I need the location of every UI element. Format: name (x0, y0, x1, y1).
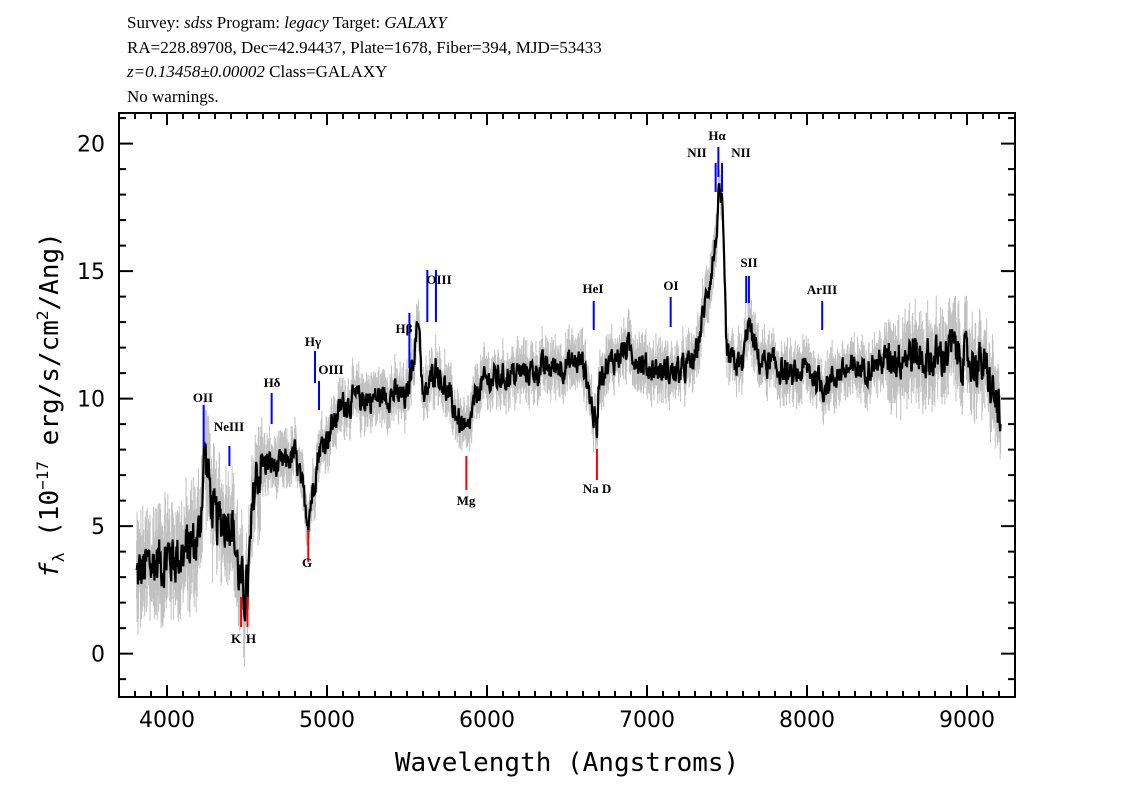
line-label: H (246, 631, 256, 646)
line-label: G (302, 555, 312, 570)
line-label: Hδ (264, 375, 281, 390)
error-band (136, 169, 1002, 668)
x-axis-title: Wavelength (Angstroms) (395, 748, 739, 778)
line-label: ArIII (807, 282, 837, 297)
y-tick-label: 0 (91, 643, 105, 668)
target-value: GALAXY (384, 13, 447, 32)
line-label: SII (740, 255, 757, 270)
y-tick-label: 10 (77, 388, 105, 413)
x-tick-label: 6000 (459, 708, 515, 733)
program-value: legacy (284, 13, 329, 32)
class: Class=GALAXY (264, 62, 388, 81)
line-label: Hβ (396, 321, 413, 336)
x-tick-label: 5000 (299, 708, 355, 733)
survey-value: sdss (184, 13, 213, 32)
y-axis-title: fλ (10−17 erg/s/cm2/Ang) (33, 232, 68, 578)
x-tick-label: 4000 (139, 708, 195, 733)
line-label: OII (193, 390, 213, 405)
line-label: K (231, 631, 242, 646)
line-label: NII (687, 145, 707, 160)
line-label: NII (731, 145, 751, 160)
line-label: OIII (318, 362, 343, 377)
line-label: Na D (583, 481, 612, 496)
flux-line (135, 182, 1002, 622)
line-label: HeI (583, 281, 604, 296)
header-line-1: Survey: sdss Program: legacy Target: GAL… (127, 12, 447, 34)
redshift: z=0.13458±0.00002 (127, 62, 265, 81)
header-line-4: No warnings. (127, 87, 219, 106)
header-line-2: RA=228.89708, Dec=42.94437, Plate=1678, … (127, 38, 602, 57)
line-label: OI (663, 278, 678, 293)
program-label: Program: (212, 13, 285, 32)
y-tick-label: 15 (77, 260, 105, 285)
plot-frame (118, 112, 1016, 698)
line-label: OIII (426, 272, 451, 287)
target-label: Target: (328, 13, 385, 32)
x-tick-label: 8000 (779, 708, 835, 733)
header-line-3: z=0.13458±0.00002 Class=GALAXY (127, 61, 387, 83)
x-tick-label: 9000 (939, 708, 995, 733)
line-label: Hγ (305, 334, 321, 349)
x-tick-label: 7000 (619, 708, 675, 733)
y-tick-label: 5 (91, 515, 105, 540)
axis-ticks: 4000 5000 6000 7000 8000 9000 0 5 10 15 20 (77, 113, 1016, 733)
line-label: Hα (708, 128, 726, 143)
line-label: NeIII (214, 419, 244, 434)
survey-label: Survey: (127, 13, 185, 32)
y-tick-label: 20 (77, 133, 105, 158)
line-label: Mg (457, 493, 476, 508)
